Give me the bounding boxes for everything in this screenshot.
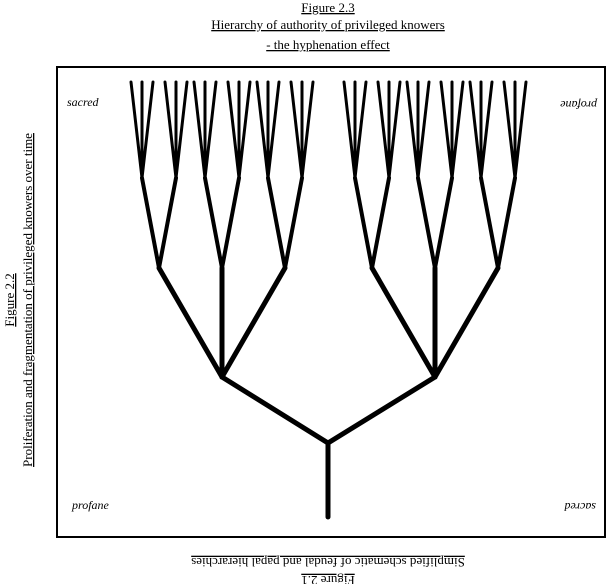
branch xyxy=(300,80,315,180)
branch xyxy=(502,80,517,180)
branch xyxy=(325,374,438,446)
branch xyxy=(283,176,304,270)
branch xyxy=(353,80,368,180)
branch xyxy=(174,80,189,180)
branch xyxy=(140,176,161,270)
figure-title: Proliferation and fragmentation of privi… xyxy=(20,133,35,467)
corner-label: profane xyxy=(71,498,110,512)
branch xyxy=(203,176,224,270)
branch xyxy=(416,80,431,180)
figure-subtitle: - the hyphenation effect xyxy=(266,37,390,52)
branch xyxy=(450,80,465,180)
branch xyxy=(219,265,288,380)
branch xyxy=(163,80,178,180)
corner-label: profane xyxy=(559,98,598,112)
branch xyxy=(369,265,438,380)
figure-number: Figure 2.1 xyxy=(301,573,354,584)
branch xyxy=(479,80,494,180)
branch xyxy=(226,80,241,180)
branch xyxy=(266,80,281,180)
branch xyxy=(220,176,241,270)
figure-number: Figure 2.2 xyxy=(2,273,17,326)
branch xyxy=(192,80,207,180)
branch xyxy=(353,176,374,270)
branch xyxy=(387,80,402,180)
branch xyxy=(219,374,331,446)
branch xyxy=(439,80,454,180)
branch xyxy=(370,176,391,270)
branch xyxy=(496,176,517,270)
branch xyxy=(479,176,500,270)
tree xyxy=(129,80,528,520)
bottom-caption: Figure 2.1 Simplified schematic of feuda… xyxy=(191,555,465,584)
branch xyxy=(342,80,357,180)
branch xyxy=(255,80,270,180)
frame xyxy=(56,66,606,538)
branch xyxy=(376,80,391,180)
branch xyxy=(513,80,528,180)
branch xyxy=(157,176,178,270)
branch xyxy=(129,80,144,180)
branch xyxy=(140,80,155,180)
corner-label: sacred xyxy=(67,95,100,109)
branch xyxy=(289,80,304,180)
figure-title: Simplified schematic of feudal and papal… xyxy=(191,555,465,570)
corner-label: sacred xyxy=(563,500,596,514)
branch xyxy=(432,265,501,380)
left-caption: Figure 2.2 Proliferation and fragmentati… xyxy=(2,133,35,467)
branch xyxy=(203,80,218,180)
figure-number: Figure 2.3 xyxy=(301,0,354,15)
branch xyxy=(416,176,437,270)
branch xyxy=(405,80,420,180)
branch xyxy=(468,80,483,180)
branch xyxy=(266,176,287,270)
branch xyxy=(433,176,454,270)
branch xyxy=(156,265,225,380)
branch xyxy=(237,80,252,180)
figure-title: Hierarchy of authority of privileged kno… xyxy=(211,17,445,32)
